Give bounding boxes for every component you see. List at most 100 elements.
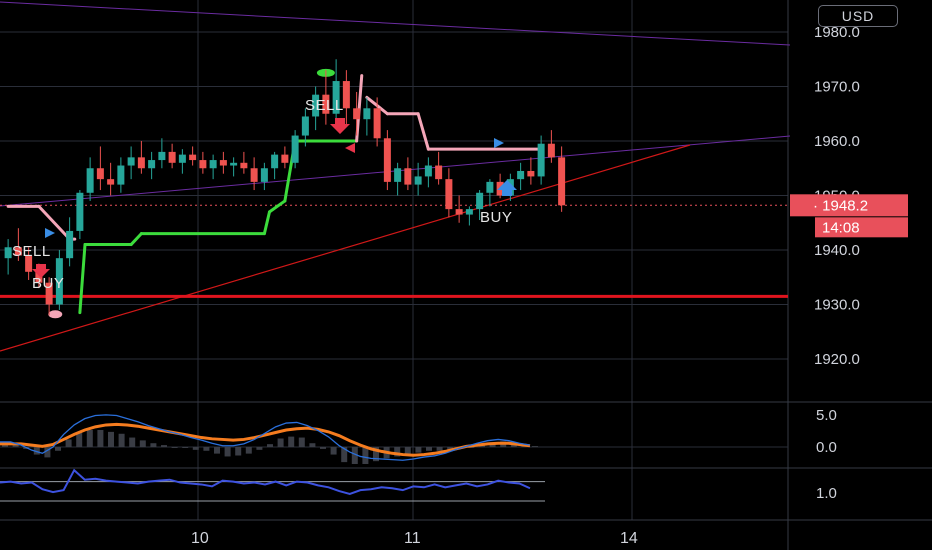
candle-body	[271, 154, 279, 169]
macd-histogram-bar	[118, 433, 125, 447]
candle-body	[209, 160, 217, 169]
sell-signal-label: SELL	[305, 97, 344, 114]
candle-body	[199, 160, 207, 169]
macd-histogram-bar	[267, 444, 273, 447]
candle-body	[55, 258, 63, 305]
macd-histogram-bar	[256, 447, 263, 450]
candle-body	[342, 81, 350, 109]
osc-tick-label: 1.0	[816, 485, 837, 502]
macd-histogram-bar	[532, 446, 538, 448]
candle-body	[404, 168, 412, 185]
macd-histogram-bar	[2, 444, 8, 447]
rising-trendline	[0, 144, 691, 352]
candle-body	[35, 271, 43, 283]
candles	[4, 59, 566, 316]
macd-histogram-bar	[277, 438, 284, 447]
macd-histogram-bar	[65, 439, 72, 447]
candle-body	[4, 247, 12, 259]
candle-body	[250, 168, 258, 182]
candle-body	[424, 165, 432, 177]
macd-histogram-bar	[182, 447, 189, 448]
candle-body	[558, 157, 566, 206]
candle-body	[414, 176, 422, 185]
price-tick-label: 1930.0	[814, 297, 860, 314]
candle-body	[435, 165, 443, 180]
price-tick-label: 1920.0	[814, 351, 860, 368]
currency-button[interactable]: USD	[818, 5, 898, 27]
macd-histogram-bar	[320, 447, 326, 449]
macd-histogram-bar	[373, 447, 379, 462]
candle-body	[312, 94, 320, 117]
buy-signal-label: BUY	[32, 275, 64, 292]
macd-histogram-bar	[97, 429, 104, 447]
time-tick-label: 11	[404, 530, 421, 547]
candle-body	[260, 168, 268, 182]
buy-signal-label: BUY	[480, 209, 512, 226]
candle-body	[178, 154, 186, 163]
macd-histogram-bar	[245, 447, 252, 454]
candle-body	[76, 192, 84, 231]
macd-histogram-bar	[55, 447, 61, 451]
macd-pane	[0, 414, 538, 465]
trail-stop-segment	[268, 199, 287, 214]
candle-body	[96, 168, 104, 180]
candle-body	[45, 282, 53, 305]
candle-body	[137, 157, 145, 169]
candle-body	[455, 209, 463, 215]
macd-histogram-bar	[436, 447, 443, 451]
countdown-tag	[815, 217, 908, 238]
countdown-label: 14:08	[822, 219, 860, 236]
candle-body	[240, 162, 248, 169]
macd-signal-line	[0, 422, 531, 457]
candle-body	[394, 168, 402, 182]
macd-histogram-bar	[150, 443, 157, 447]
macd-histogram-bar	[108, 431, 114, 447]
macd-histogram-bar	[129, 437, 136, 447]
trail-stop-segment	[416, 112, 430, 151]
macd-histogram-bar	[33, 447, 40, 455]
macd-histogram-bar	[214, 447, 220, 454]
candle-body	[127, 157, 135, 166]
oscillator-line	[0, 468, 531, 495]
time-axis[interactable]: 10 11 14	[191, 530, 638, 547]
flag-icon	[494, 138, 504, 148]
macd-tick-label: 5.0	[816, 407, 837, 424]
candle-body	[486, 181, 494, 193]
macd-line	[0, 414, 531, 461]
candle-body	[291, 135, 299, 163]
macd-histogram-bar	[404, 447, 411, 456]
macd-histogram-bar	[288, 436, 295, 447]
trail-stop-segment	[129, 232, 143, 247]
price-axis[interactable]: 1980.01970.01960.01950.01940.01930.01920…	[814, 24, 860, 502]
sell-signal-label: SELL	[12, 243, 51, 260]
candle-body	[465, 209, 473, 215]
candle-body	[281, 154, 289, 163]
candle-body	[107, 179, 115, 185]
macd-histogram-bar	[309, 443, 316, 447]
upper-channel-line	[0, 1, 791, 46]
macd-histogram-bar	[171, 447, 178, 448]
candle-body	[373, 108, 381, 139]
trail-stop-segment	[78, 243, 87, 315]
candle-body	[66, 230, 74, 259]
candle-body	[148, 160, 156, 169]
candle-body	[117, 165, 125, 185]
macd-histogram-bar	[192, 447, 199, 450]
candle-body	[527, 170, 535, 177]
macd-histogram-bar	[235, 447, 242, 456]
signal-markers: SELL BUY SELL BUY	[12, 97, 517, 292]
candle-body	[301, 116, 309, 136]
flag-icon	[345, 143, 355, 153]
macd-histogram-bar	[394, 447, 401, 457]
candle-body	[445, 179, 453, 210]
macd-histogram-bar	[76, 432, 83, 447]
price-tick-label: 1960.0	[814, 133, 860, 150]
macd-histogram-bar	[330, 447, 337, 455]
macd-histogram-bar	[351, 447, 358, 465]
candle-body	[517, 170, 525, 180]
candle-body	[547, 143, 555, 158]
candle-body	[353, 108, 361, 120]
time-tick-label: 10	[191, 530, 209, 547]
